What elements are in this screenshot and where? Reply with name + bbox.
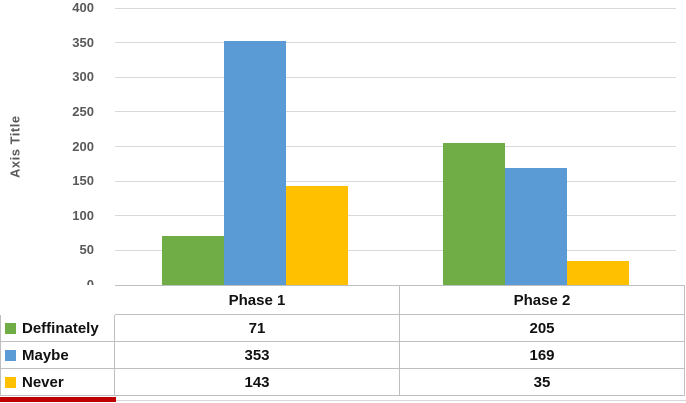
y-tick-label-200: 200 <box>72 138 94 154</box>
y-tick-label-50: 50 <box>79 242 94 258</box>
gridline-150 <box>115 180 676 182</box>
value-maybe-phase-1: 353 <box>115 342 400 369</box>
y-tick-label-300: 300 <box>72 69 94 85</box>
gridline-400 <box>115 7 676 9</box>
bottom-divider <box>0 400 686 401</box>
legend-swatch-deffinately-icon <box>5 322 16 334</box>
legend-swatch-never-icon <box>5 376 16 388</box>
y-tick-label-250: 250 <box>72 103 94 119</box>
y-tick-label-150: 150 <box>72 173 94 189</box>
bar-maybe-phase-1[interactable] <box>224 40 287 285</box>
legend-label-maybe: Maybe <box>22 346 69 364</box>
column-header-phase-1: Phase 1 <box>115 285 400 315</box>
bar-deffinately-phase-1[interactable] <box>162 235 225 285</box>
legend-label-never: Never <box>22 373 64 391</box>
y-tick-label-0: 0 <box>28 276 104 294</box>
y-tick-label-100: 100 <box>72 207 94 223</box>
y-tick-label-350: 350 <box>72 34 94 50</box>
bar-deffinately-phase-2[interactable] <box>442 143 505 285</box>
legend-item-never: Never <box>0 369 115 396</box>
chart-data-table: Phase 1 Phase 2 Deffinately 71 205 Maybe… <box>0 285 685 396</box>
bar-never-phase-1[interactable] <box>286 185 349 285</box>
y-axis-ticks: 400 350 300 250 200 150 100 50 0 <box>28 0 104 293</box>
y-axis-title: Axis Title <box>7 115 23 178</box>
gridline-250 <box>115 111 676 113</box>
gridline-50 <box>115 249 676 251</box>
legend-swatch-maybe-icon <box>5 349 16 361</box>
gridline-200 <box>115 146 676 147</box>
legend-item-deffinately: Deffinately <box>0 315 115 342</box>
column-header-phase-2: Phase 2 <box>400 285 685 315</box>
red-underline <box>0 397 116 402</box>
plot-area <box>115 7 676 286</box>
value-deffinately-phase-2: 205 <box>400 315 685 342</box>
gridline-300 <box>115 76 676 78</box>
bar-maybe-phase-2[interactable] <box>504 167 567 285</box>
table-corner-cell <box>0 285 115 315</box>
gridline-350 <box>115 42 676 44</box>
value-never-phase-2: 35 <box>400 369 685 396</box>
value-maybe-phase-2: 169 <box>400 342 685 369</box>
legend-item-maybe: Maybe <box>0 342 115 369</box>
legend-label-deffinately: Deffinately <box>22 319 99 337</box>
gridline-100 <box>115 215 676 217</box>
value-never-phase-1: 143 <box>115 369 400 396</box>
y-tick-label-400: 400 <box>72 0 94 15</box>
bar-never-phase-2[interactable] <box>566 260 629 285</box>
value-deffinately-phase-1: 71 <box>115 315 400 342</box>
